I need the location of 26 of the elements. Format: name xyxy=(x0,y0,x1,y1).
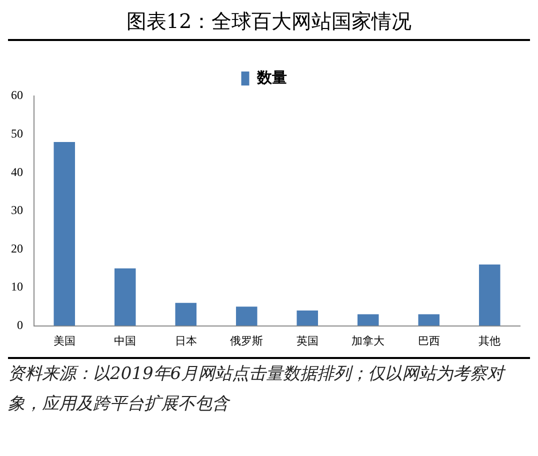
x-tick-label: 巴西 xyxy=(418,334,440,348)
bar xyxy=(296,310,318,326)
x-tick-label: 其他 xyxy=(478,334,501,348)
y-tick-label: 50 xyxy=(11,126,23,140)
x-tick-label: 英国 xyxy=(296,334,318,348)
y-tick-label: 40 xyxy=(11,164,23,179)
y-tick-label: 20 xyxy=(11,241,23,256)
x-tick-label: 日本 xyxy=(174,334,197,348)
y-tick-label: 30 xyxy=(11,203,23,218)
bar xyxy=(478,264,500,326)
bar xyxy=(54,142,76,326)
x-tick-label: 美国 xyxy=(53,334,76,348)
bar xyxy=(175,302,197,326)
chart-title: 图表12：全球百大网站国家情况 xyxy=(8,8,530,41)
y-tick-label: 10 xyxy=(11,280,23,294)
y-tick-label: 60 xyxy=(11,88,23,102)
x-tick-label: 加拿大 xyxy=(352,334,385,348)
x-tick-label: 中国 xyxy=(114,334,136,348)
legend-label: 数量 xyxy=(256,68,287,86)
bar xyxy=(236,306,258,326)
bar xyxy=(114,268,136,326)
bar xyxy=(418,314,440,326)
y-tick-label: 0 xyxy=(17,318,23,332)
text: 资料来源：以2019年6月网站点击量数据排列；仅以网站为考察对象，应用及跨平台扩展不包含 xyxy=(8,359,530,419)
bar xyxy=(357,314,379,326)
x-tick-label: 俄罗斯 xyxy=(230,334,264,348)
